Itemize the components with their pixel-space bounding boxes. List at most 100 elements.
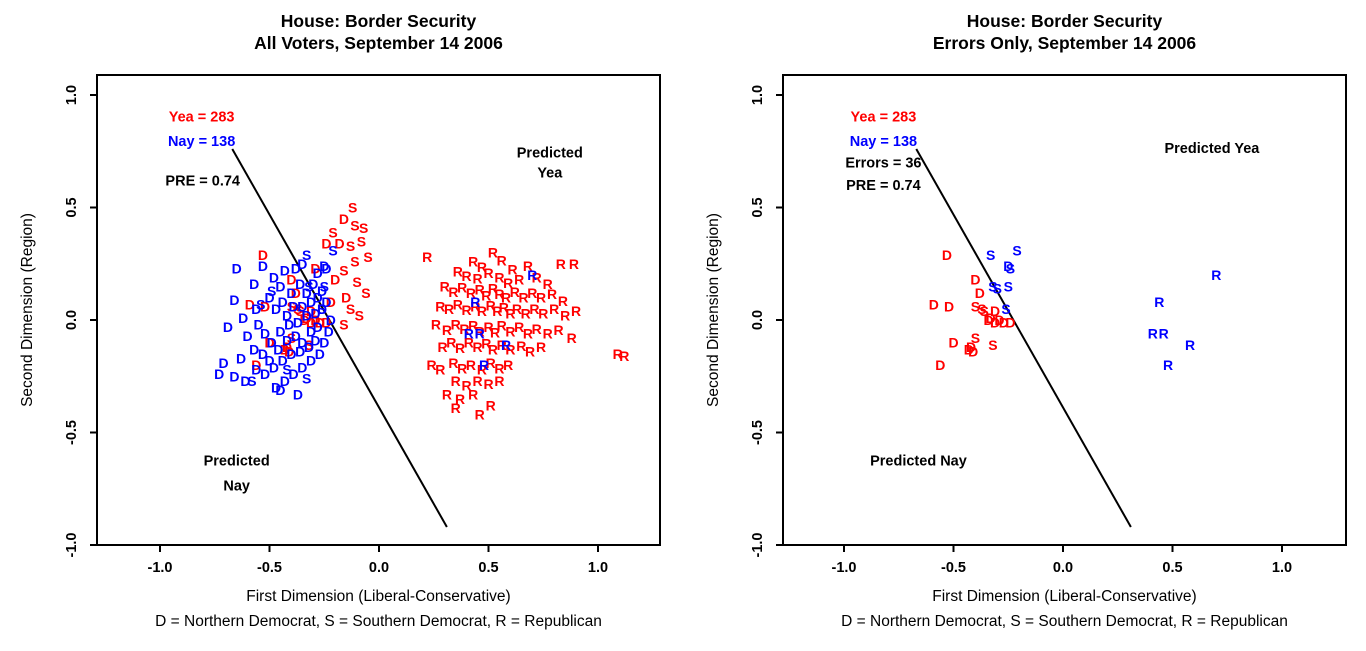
data-point-R: R [481,336,491,352]
data-point-D: D [286,346,296,362]
data-point-D: D [286,285,296,301]
data-point-D: D [306,294,316,310]
data-point-S: S [1004,278,1013,294]
predicted-region-label: Predicted Yea [1164,141,1260,157]
data-point-D: D [315,314,325,330]
data-point-R: R [1185,337,1195,353]
data-point-R: R [510,284,520,300]
data-point-S: S [359,220,368,236]
data-point-D: D [324,323,334,339]
data-point-D: D [264,335,274,351]
cutting-line [231,148,448,528]
data-point-R: R [435,299,445,315]
data-point-D: D [1003,258,1013,274]
data-point-R: R [451,400,461,416]
y-tick-label: -1.0 [750,533,766,558]
data-point-S: S [328,242,337,258]
data-point-R: R [422,249,432,265]
data-point-R: R [527,285,537,301]
data-point-R: R [494,269,504,285]
data-point-D: D [299,312,309,328]
data-point-D: D [293,386,303,402]
data-point-R: R [446,335,456,351]
data-point-R: R [442,386,452,402]
legend-caption: D = Northern Democrat, S = Southern Demo… [155,613,602,630]
data-point-D: D [232,260,242,276]
data-point-D: D [302,308,312,324]
data-point-S: S [352,274,361,290]
data-point-R: R [475,407,485,423]
data-point-S: S [339,317,348,333]
x-tick-label: -0.5 [941,560,966,576]
data-point-R: R [488,245,498,261]
data-point-R: R [481,287,491,303]
panel-title-line1: House: Border Security [281,11,477,31]
data-point-S: S [977,301,986,317]
data-point-R: R [497,318,507,334]
data-point-D: D [291,260,301,276]
data-point-D: D [251,357,261,373]
data-point-R: R [426,357,436,373]
data-point-R: R [459,321,469,337]
data-point-R: R [477,259,487,275]
data-point-D: D [935,357,945,373]
data-point-R: R [444,301,454,317]
data-point-R: R [499,300,509,316]
data-point-R: R [475,282,485,298]
data-point-D: D [304,339,314,355]
data-point-D: D [251,362,261,378]
y-tick-label: 0.5 [750,197,766,217]
data-point-D: D [293,314,303,330]
data-point-R: R [470,294,480,310]
plot-box [782,74,1347,546]
y-tick-label: -0.5 [750,420,766,445]
y-tick-label: 1.0 [64,85,80,105]
data-point-R: R [468,386,478,402]
data-point-R: R [508,261,518,277]
data-point-D: D [223,319,233,335]
data-point-R: R [479,357,489,373]
data-point-D: D [968,344,978,360]
data-point-D: D [245,296,255,312]
data-point-R: R [486,398,496,414]
data-point-D: D [986,310,996,326]
data-point-S: S [302,247,311,263]
x-axis-title: First Dimension (Liberal-Conservative) [246,588,510,605]
data-point-S: S [304,278,313,294]
data-point-D: D [297,299,307,315]
data-point-R: R [547,286,557,302]
y-tick-label: -1.0 [64,533,80,558]
data-point-D: D [966,339,976,355]
data-point-R: R [518,290,528,306]
data-point-D: D [326,294,336,310]
data-point-D: D [1005,314,1015,330]
data-point-D: D [269,359,279,375]
data-point-R: R [453,264,463,280]
data-point-S: S [986,247,995,263]
data-point-S: S [293,301,302,317]
data-point-D: D [282,339,292,355]
data-point-S: S [287,330,296,346]
data-point-R: R [486,355,496,371]
data-point-S: S [979,303,988,319]
data-point-R: R [560,308,570,324]
predicted-region-label: Predicted [204,454,270,470]
data-point-R: R [448,355,458,371]
data-point-R: R [488,341,498,357]
stat-label: Nay = 138 [168,134,235,150]
data-point-R: R [455,340,465,356]
y-axis-title: Second Dimension (Region) [705,213,722,407]
data-point-D: D [326,312,336,328]
data-point-R: R [494,286,504,302]
data-point-D: D [278,353,288,369]
data-point-R: R [466,285,476,301]
data-point-R: R [525,344,535,360]
data-point-D: D [264,290,274,306]
predicted-region-label: Predicted [517,145,583,161]
data-point-R: R [477,303,487,319]
data-point-R: R [497,337,507,353]
data-point-D: D [291,328,301,344]
data-point-R: R [440,278,450,294]
data-point-R: R [470,299,480,315]
